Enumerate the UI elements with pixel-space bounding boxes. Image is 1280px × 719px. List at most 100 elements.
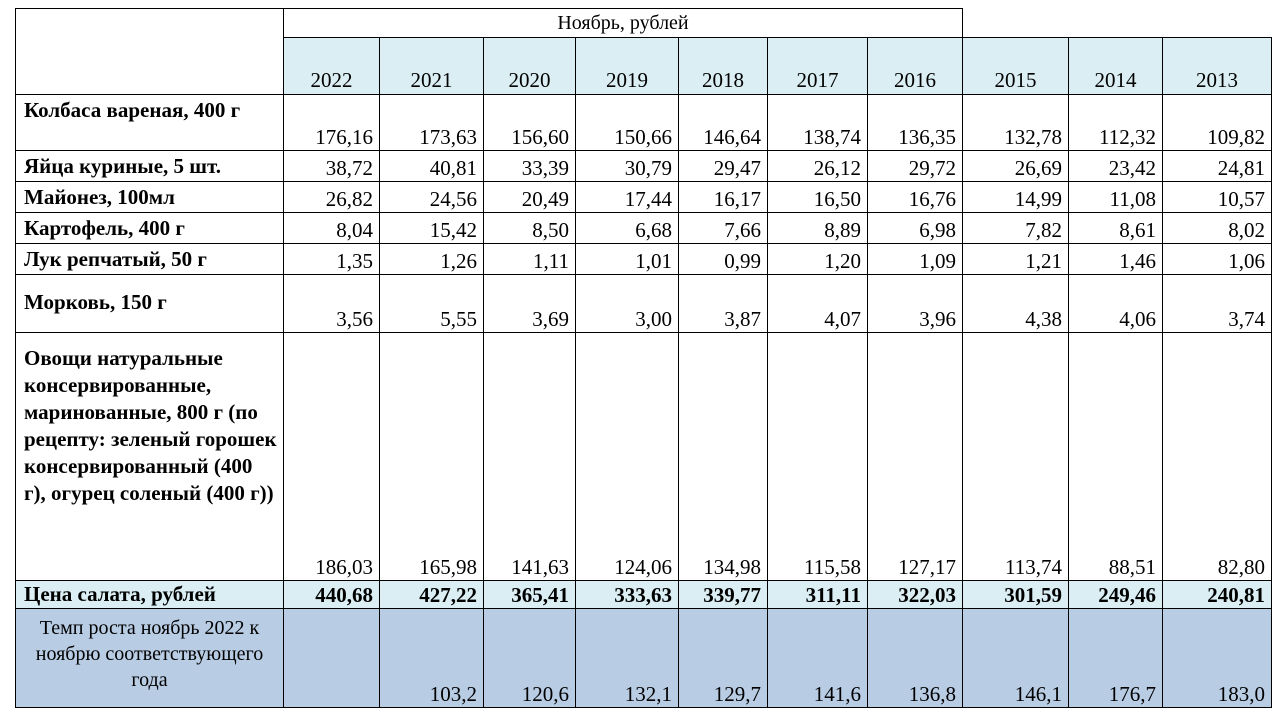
price-cell: 8,04 [283,212,380,244]
price-cell: 3,87 [678,274,768,333]
price-cell: 113,74 [962,332,1070,581]
price-cell: 38,72 [283,150,380,182]
total-cell: 333,63 [575,580,679,609]
row-label: Лук репчатый, 50 г [15,243,284,275]
total-cell: 440,68 [283,580,380,609]
corner-cell [15,8,284,95]
price-cell: 146,64 [678,94,768,151]
price-cell: 3,00 [575,274,679,333]
price-cell: 26,69 [962,150,1070,182]
growth-label: Темп роста ноябрь 2022 к ноябрю соответс… [15,608,284,708]
price-cell: 8,61 [1068,212,1164,244]
row-label: Колбаса вареная, 400 г [15,94,284,151]
price-cell: 8,89 [767,212,868,244]
table-row: Колбаса вареная, 400 г 176,16 173,63 156… [15,94,1273,151]
price-cell: 6,98 [866,212,964,244]
price-cell: 23,42 [1068,150,1164,182]
year-header: 2016 [866,37,964,95]
price-cell: 138,74 [767,94,868,151]
growth-cell: 146,1 [962,608,1070,708]
price-cell: 109,82 [1162,94,1273,151]
year-header: 2022 [283,37,380,95]
price-cell: 1,06 [1162,243,1273,275]
table-row: Яйца куриные, 5 шт. 38,72 40,81 33,39 30… [15,150,1273,182]
price-cell: 0,99 [678,243,768,275]
price-cell: 1,21 [962,243,1070,275]
price-cell: 88,51 [1068,332,1164,581]
price-cell: 127,17 [866,332,964,581]
price-cell: 165,98 [379,332,484,581]
growth-cell: 136,8 [866,608,964,708]
price-cell: 4,06 [1068,274,1164,333]
total-cell: 427,22 [379,580,484,609]
price-cell: 141,63 [483,332,576,581]
price-cell: 3,56 [283,274,380,333]
growth-cell [283,608,380,708]
table-caption: Ноябрь, рублей [282,8,964,38]
price-cell: 16,76 [866,181,964,213]
price-cell: 40,81 [379,150,484,182]
price-cell: 136,35 [866,94,964,151]
year-header: 2015 [962,37,1070,95]
row-label: Овощи натуральные консервированные, мари… [15,332,284,581]
year-header: 2021 [379,37,484,95]
price-cell: 1,20 [767,243,868,275]
price-cell: 24,81 [1162,150,1273,182]
total-cell: 240,81 [1162,580,1273,609]
price-cell: 134,98 [678,332,768,581]
price-cell: 1,46 [1068,243,1164,275]
total-label: Цена салата, рублей [15,580,284,609]
total-cell: 322,03 [866,580,964,609]
price-cell: 17,44 [575,181,679,213]
price-cell: 16,17 [678,181,768,213]
total-cell: 301,59 [962,580,1070,609]
year-header-row: 2022 2021 2020 2019 2018 2017 2016 2015 … [16,37,1273,95]
caption-blank [963,9,1272,38]
price-cell: 4,38 [962,274,1070,333]
price-cell: 124,06 [575,332,679,581]
year-header: 2013 [1162,37,1273,95]
price-cell: 33,39 [483,150,576,182]
price-cell: 115,58 [767,332,868,581]
growth-cell: 120,6 [483,608,576,708]
price-cell: 82,80 [1162,332,1273,581]
total-cell: 249,46 [1068,580,1164,609]
price-cell: 3,96 [866,274,964,333]
growth-row: Темп роста ноябрь 2022 к ноябрю соответс… [15,608,1273,708]
growth-cell: 176,7 [1068,608,1164,708]
price-cell: 26,12 [767,150,868,182]
table-row: Овощи натуральные консервированные, мари… [15,332,1273,581]
total-cell: 365,41 [483,580,576,609]
price-cell: 8,02 [1162,212,1273,244]
year-header: 2019 [575,37,679,95]
price-cell: 3,74 [1162,274,1273,333]
growth-cell: 183,0 [1162,608,1273,708]
row-label: Яйца куриные, 5 шт. [15,150,284,182]
price-cell: 20,49 [483,181,576,213]
price-cell: 10,57 [1162,181,1273,213]
year-header: 2017 [767,37,868,95]
price-cell: 176,16 [283,94,380,151]
total-row: Цена салата, рублей 440,68 427,22 365,41… [15,580,1273,609]
caption-row: Ноябрь, рублей [15,8,1272,95]
growth-cell: 103,2 [379,608,484,708]
price-cell: 16,50 [767,181,868,213]
price-cell: 6,68 [575,212,679,244]
table-row: Морковь, 150 г 3,56 5,55 3,69 3,00 3,87 … [15,274,1273,333]
price-cell: 15,42 [379,212,484,244]
price-cell: 156,60 [483,94,576,151]
row-label: Майонез, 100мл [15,181,284,213]
price-cell: 30,79 [575,150,679,182]
price-cell: 4,07 [767,274,868,333]
price-cell: 8,50 [483,212,576,244]
growth-cell: 132,1 [575,608,679,708]
table-row: Майонез, 100мл 26,82 24,56 20,49 17,44 1… [15,181,1273,213]
row-label: Морковь, 150 г [15,274,284,333]
price-cell: 29,47 [678,150,768,182]
total-cell: 311,11 [767,580,868,609]
price-cell: 1,26 [379,243,484,275]
table-row: Картофель, 400 г 8,04 15,42 8,50 6,68 7,… [15,212,1273,244]
price-cell: 5,55 [379,274,484,333]
price-cell: 1,11 [483,243,576,275]
price-cell: 1,09 [866,243,964,275]
